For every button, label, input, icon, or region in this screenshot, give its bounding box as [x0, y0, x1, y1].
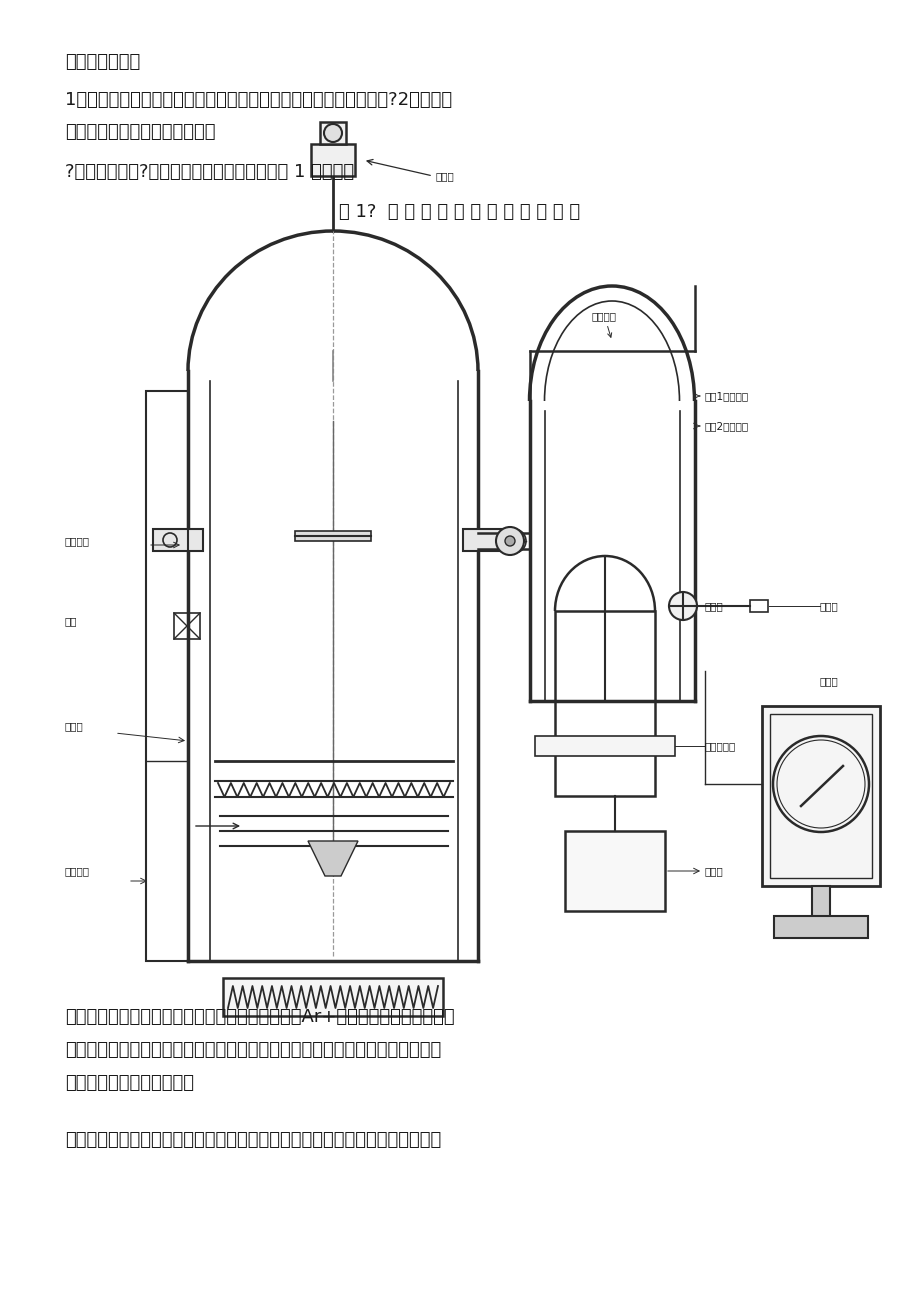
Text: 位置2、抽附罩: 位置2、抽附罩 — [704, 422, 748, 431]
Text: 面形成薄膜的工艺过程。？: 面形成薄膜的工艺过程。？ — [65, 1075, 194, 1092]
Text: 位置1、抽系统: 位置1、抽系统 — [704, 392, 748, 401]
Circle shape — [668, 592, 697, 621]
Bar — [153, 530, 203, 552]
Text: 三通阀: 三通阀 — [704, 601, 723, 611]
Text: 油扩散泵: 油扩散泵 — [65, 866, 90, 876]
Circle shape — [505, 536, 515, 546]
Bar — [295, 531, 370, 541]
Text: 热偶测管: 热偶测管 — [591, 311, 617, 337]
Text: 图 1?  磁 控 溅 射 镀 膜 机 结 构 示 意 图: 图 1? 磁 控 溅 射 镀 膜 机 结 构 示 意 图 — [339, 203, 580, 221]
Text: ?二、设备仪器?磁控溅射薄膜沉积台结构如图 1 所示。？: ?二、设备仪器?磁控溅射薄膜沉积台结构如图 1 所示。？ — [65, 163, 354, 181]
Bar — [535, 736, 675, 756]
Text: 磁力充气阀: 磁力充气阀 — [704, 742, 735, 751]
Text: 低真空: 低真空 — [819, 601, 838, 611]
Text: 挡油罩: 挡油罩 — [65, 721, 84, 731]
Text: 1．掌握物理气相沉积的基本原理，熟悉磁控溅射薄膜制备的工艺；?2．掌握磁: 1．掌握物理气相沉积的基本原理，熟悉磁控溅射薄膜制备的工艺；?2．掌握磁 — [65, 91, 451, 109]
Bar — [761, 706, 879, 886]
Circle shape — [495, 527, 524, 556]
Text: 储气箱: 储气箱 — [704, 866, 723, 876]
Bar — [222, 978, 443, 1016]
Bar — [554, 611, 654, 796]
Text: 面的原子、分子交换能量，从而使这些原子、分子飞溅出来，沉积到基体材料表: 面的原子、分子交换能量，从而使这些原子、分子飞溅出来，沉积到基体材料表 — [65, 1041, 441, 1059]
Bar — [811, 886, 829, 919]
Bar — [773, 916, 867, 938]
Text: 针形阀: 针形阀 — [436, 170, 454, 181]
Bar — [174, 613, 199, 639]
Bar — [311, 144, 355, 176]
Bar — [320, 122, 346, 144]
Bar — [769, 714, 871, 878]
Text: 一、实验目的？: 一、实验目的？ — [65, 53, 140, 72]
Bar — [462, 530, 513, 552]
Bar — [749, 600, 767, 611]
Text: 磁力阀: 磁力阀 — [819, 677, 838, 686]
Polygon shape — [308, 840, 357, 876]
Text: 蝶阀: 蝶阀 — [65, 615, 77, 626]
Circle shape — [323, 124, 342, 142]
Text: 四、实验内容？掌握磁控溅射薄膜制备的气体放电理论和特性，观察气体放电现: 四、实验内容？掌握磁控溅射薄膜制备的气体放电理论和特性，观察气体放电现 — [65, 1131, 441, 1149]
Bar — [146, 392, 187, 961]
Bar — [564, 831, 664, 911]
Text: 三、实验原理当高能粒子（电场加速的正离子，如Ar+）打在固体表面时，与表: 三、实验原理当高能粒子（电场加速的正离子，如Ar+）打在固体表面时，与表 — [65, 1008, 454, 1026]
Text: 电离规管: 电离规管 — [65, 536, 90, 546]
Text: 控溅射镀膜设备的结构和原理。: 控溅射镀膜设备的结构和原理。 — [65, 124, 215, 141]
